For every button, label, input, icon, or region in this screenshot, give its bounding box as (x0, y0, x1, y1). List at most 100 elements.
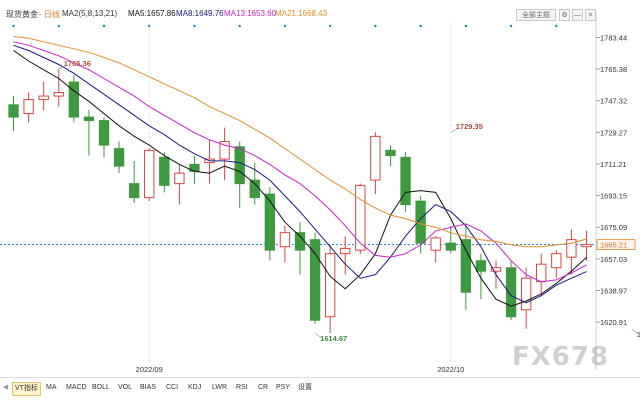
ma21-value: MA21:1668.43 (275, 9, 328, 18)
settings-icon[interactable]: ⚙ (559, 9, 570, 21)
ma-line-ma21 (13, 36, 587, 248)
indicator-tab-5[interactable]: BIAS (140, 384, 156, 391)
price-chart[interactable]: 1783.44 1765.38 1747.32 1729.27 1711.21 1693.… (0, 0, 640, 378)
candle-body (68, 81, 80, 118)
event-marker (148, 24, 151, 28)
watermark-logo: FX678 (512, 342, 610, 372)
candle-body (536, 263, 547, 283)
ma-line-ma5 (13, 50, 587, 307)
event-marker (509, 24, 513, 28)
annotation-leader (450, 128, 457, 133)
event-marker (328, 24, 332, 28)
candle-body (340, 247, 351, 255)
candle-body (53, 92, 64, 97)
y-tick-label: 1783.44 (600, 33, 627, 42)
indicator-tab-12[interactable]: 设置 (298, 384, 312, 391)
candle-body (460, 239, 472, 293)
y-tick-label: 1620.91 (600, 318, 627, 327)
annotation-label: 1614.67 (320, 334, 347, 343)
indicator-tab-6[interactable]: CCI (166, 384, 179, 391)
event-marker (193, 24, 196, 28)
indicator-tab-0[interactable]: VT指标 (12, 382, 41, 396)
indicator-tab-3[interactable]: BOLL (92, 384, 110, 391)
y-tick-label: 1693.15 (600, 192, 627, 201)
x-tick-label: 2022/09 (136, 365, 163, 374)
indicator-tab-bar: ◀ VT指标 MA MACD BOLL VOL BIAS CCI KDJ LWR RSI CR PSY 设… (0, 377, 640, 401)
y-tick-label: 1675.09 (600, 223, 627, 232)
candle-body (23, 99, 34, 115)
ma-indicator-label: MA2(5,8,13,21) (62, 9, 118, 18)
annotation-leader (58, 65, 65, 70)
candle-body (520, 277, 532, 311)
candle-body (324, 253, 336, 318)
current-price-box (596, 239, 636, 250)
tab-scroll-left-icon[interactable]: ◀ (2, 384, 9, 391)
candle-body (83, 116, 95, 122)
candle-body (551, 253, 562, 269)
candle-body (400, 156, 411, 206)
candle-body (490, 267, 502, 272)
candle-body (128, 183, 140, 199)
candle-body (355, 184, 366, 251)
candle-body (98, 120, 110, 146)
chart-header: 现货黄金 - 日线 MA2(5,8,13,21) MA5:1657.86 MA8… (0, 0, 640, 24)
candle-body (219, 141, 230, 160)
ma-line-ma13 (13, 41, 587, 283)
y-tick-label: 1657.03 (600, 255, 627, 264)
event-marker (102, 24, 106, 28)
event-marker (12, 24, 15, 28)
ma-line-ma8 (13, 44, 587, 304)
candle-body (430, 237, 441, 251)
indicator-tab-8[interactable]: LWR (212, 384, 228, 391)
candle-body (581, 244, 592, 248)
indicator-tab-9[interactable]: RSI (236, 384, 248, 391)
candle-body (475, 260, 487, 272)
indicator-tab-4[interactable]: VOL (118, 384, 133, 391)
candle-body (8, 104, 19, 118)
annotation-label: 1617.12 (637, 330, 640, 339)
y-tick-label: 1765.38 (600, 65, 627, 74)
candle-body (174, 172, 185, 185)
ma13-value: MA13:1653.60 (224, 9, 277, 18)
symbol-label[interactable]: 现货黄金 (6, 10, 38, 19)
candle-body (113, 148, 125, 167)
candle-body (505, 267, 517, 318)
candle-body (249, 179, 260, 199)
y-tick-label: 1638.97 (600, 287, 627, 296)
candle-body (234, 146, 245, 185)
event-marker (555, 24, 558, 28)
ma8-value: MA8:1649.76 (176, 9, 224, 18)
event-marker (57, 24, 60, 28)
candle-body (38, 95, 49, 101)
annotation-label: 1729.35 (456, 122, 483, 131)
candle-body (294, 232, 306, 251)
y-tick-label: 1711.21 (600, 160, 627, 169)
candle-body (309, 239, 321, 321)
candle-body (264, 193, 276, 251)
event-marker (374, 24, 377, 28)
indicator-tab-7[interactable]: KDJ (188, 384, 202, 391)
event-marker (238, 24, 241, 28)
period-label[interactable]: - 日线 (39, 10, 60, 19)
indicator-tab-10[interactable]: CR (258, 384, 269, 391)
candle-body (385, 149, 396, 157)
current-price-label: 1665.21 (600, 241, 627, 250)
event-marker (283, 24, 287, 28)
candle-body (445, 242, 456, 251)
annotation-label: 1765.36 (64, 59, 91, 68)
candle-body (144, 149, 155, 199)
y-tick-label: 1729.27 (600, 128, 627, 137)
x-tick-label: 2022/10 (437, 365, 464, 374)
annotation-leader (314, 332, 322, 339)
theme-dropdown[interactable]: 全部主题 (516, 9, 556, 21)
indicator-tab-2[interactable]: MACD (66, 384, 87, 391)
event-marker (419, 24, 422, 28)
candle-body (370, 135, 381, 181)
minimize-icon[interactable]: — (572, 9, 583, 21)
indicator-tab-1[interactable]: MA (46, 384, 57, 391)
candle-body (566, 239, 577, 258)
candle-body (279, 232, 291, 248)
event-marker (464, 24, 468, 28)
indicator-tab-11[interactable]: PSY (276, 384, 291, 391)
ma5-value: MA5:1657.86 (128, 9, 176, 18)
